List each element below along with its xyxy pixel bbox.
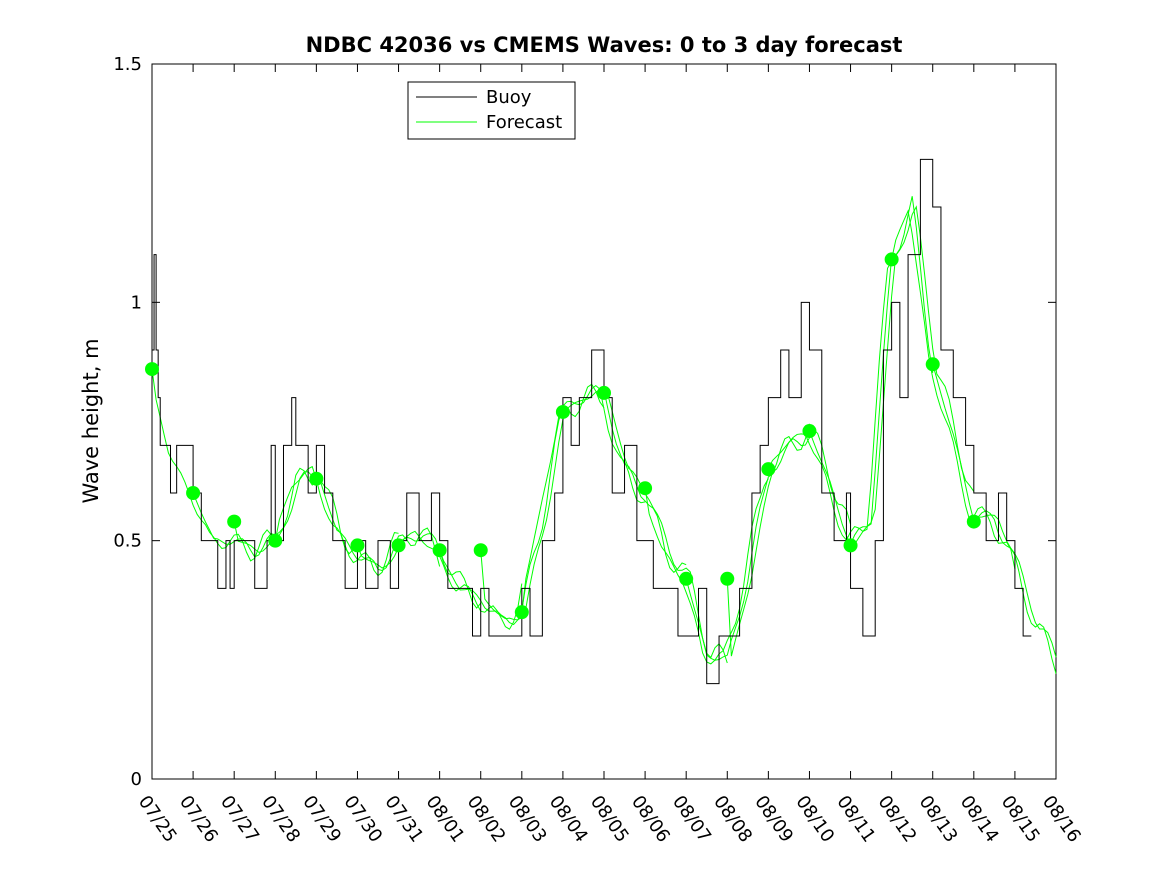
legend-forecast-label: Forecast: [486, 112, 562, 133]
buoy-series-line: [152, 158, 1032, 685]
forecast-marker: [843, 538, 858, 553]
y-tick-label: 0.5: [113, 531, 142, 552]
forecast-marker: [145, 362, 159, 377]
forecast-markers: [145, 252, 981, 620]
buoy-line: [152, 158, 1032, 685]
y-axis-label: Wave height, m: [79, 338, 103, 503]
forecast-marker: [391, 538, 406, 553]
forecast-series-line: [891, 209, 1016, 570]
forecast-marker: [679, 571, 694, 586]
legend: Buoy Forecast: [407, 81, 576, 140]
forecast-series-line: [850, 205, 975, 546]
forecast-marker: [186, 486, 201, 500]
legend-buoy-label: Buoy: [486, 87, 532, 108]
forecast-marker: [761, 462, 776, 477]
forecast-marker: [638, 481, 653, 496]
forecast-marker: [555, 404, 570, 419]
forecast-marker: [514, 605, 529, 620]
forecast-marker: [802, 424, 817, 439]
forecast-series-line: [439, 408, 564, 626]
forecast-marker: [925, 357, 940, 372]
forecast-series-line: [480, 383, 605, 621]
y-tick-label: 0: [131, 769, 142, 790]
forecast-marker: [227, 514, 242, 529]
chart-title: NDBC 42036 vs CMEMS Waves: 0 to 3 day fo…: [306, 33, 903, 57]
forecast-marker: [597, 385, 611, 400]
forecast-series-line: [932, 364, 1057, 674]
forecast-marker: [268, 533, 283, 548]
forecast-marker: [309, 471, 324, 486]
forecast-marker: [432, 543, 447, 558]
forecast-marker: [884, 252, 899, 267]
forecast-marker: [473, 543, 488, 558]
y-tick-label: 1.5: [113, 54, 142, 75]
y-axis-ticks: 0 0.5 1 1.5: [113, 54, 1056, 790]
plot-area: [151, 63, 1057, 780]
forecast-marker: [350, 538, 365, 553]
forecast-marker: [966, 514, 981, 529]
forecast-marker: [720, 571, 735, 586]
legend-box: [407, 81, 576, 140]
y-tick-label: 1: [131, 292, 142, 313]
forecast-series-line: [808, 196, 934, 546]
forecast-series-line: [767, 260, 893, 542]
